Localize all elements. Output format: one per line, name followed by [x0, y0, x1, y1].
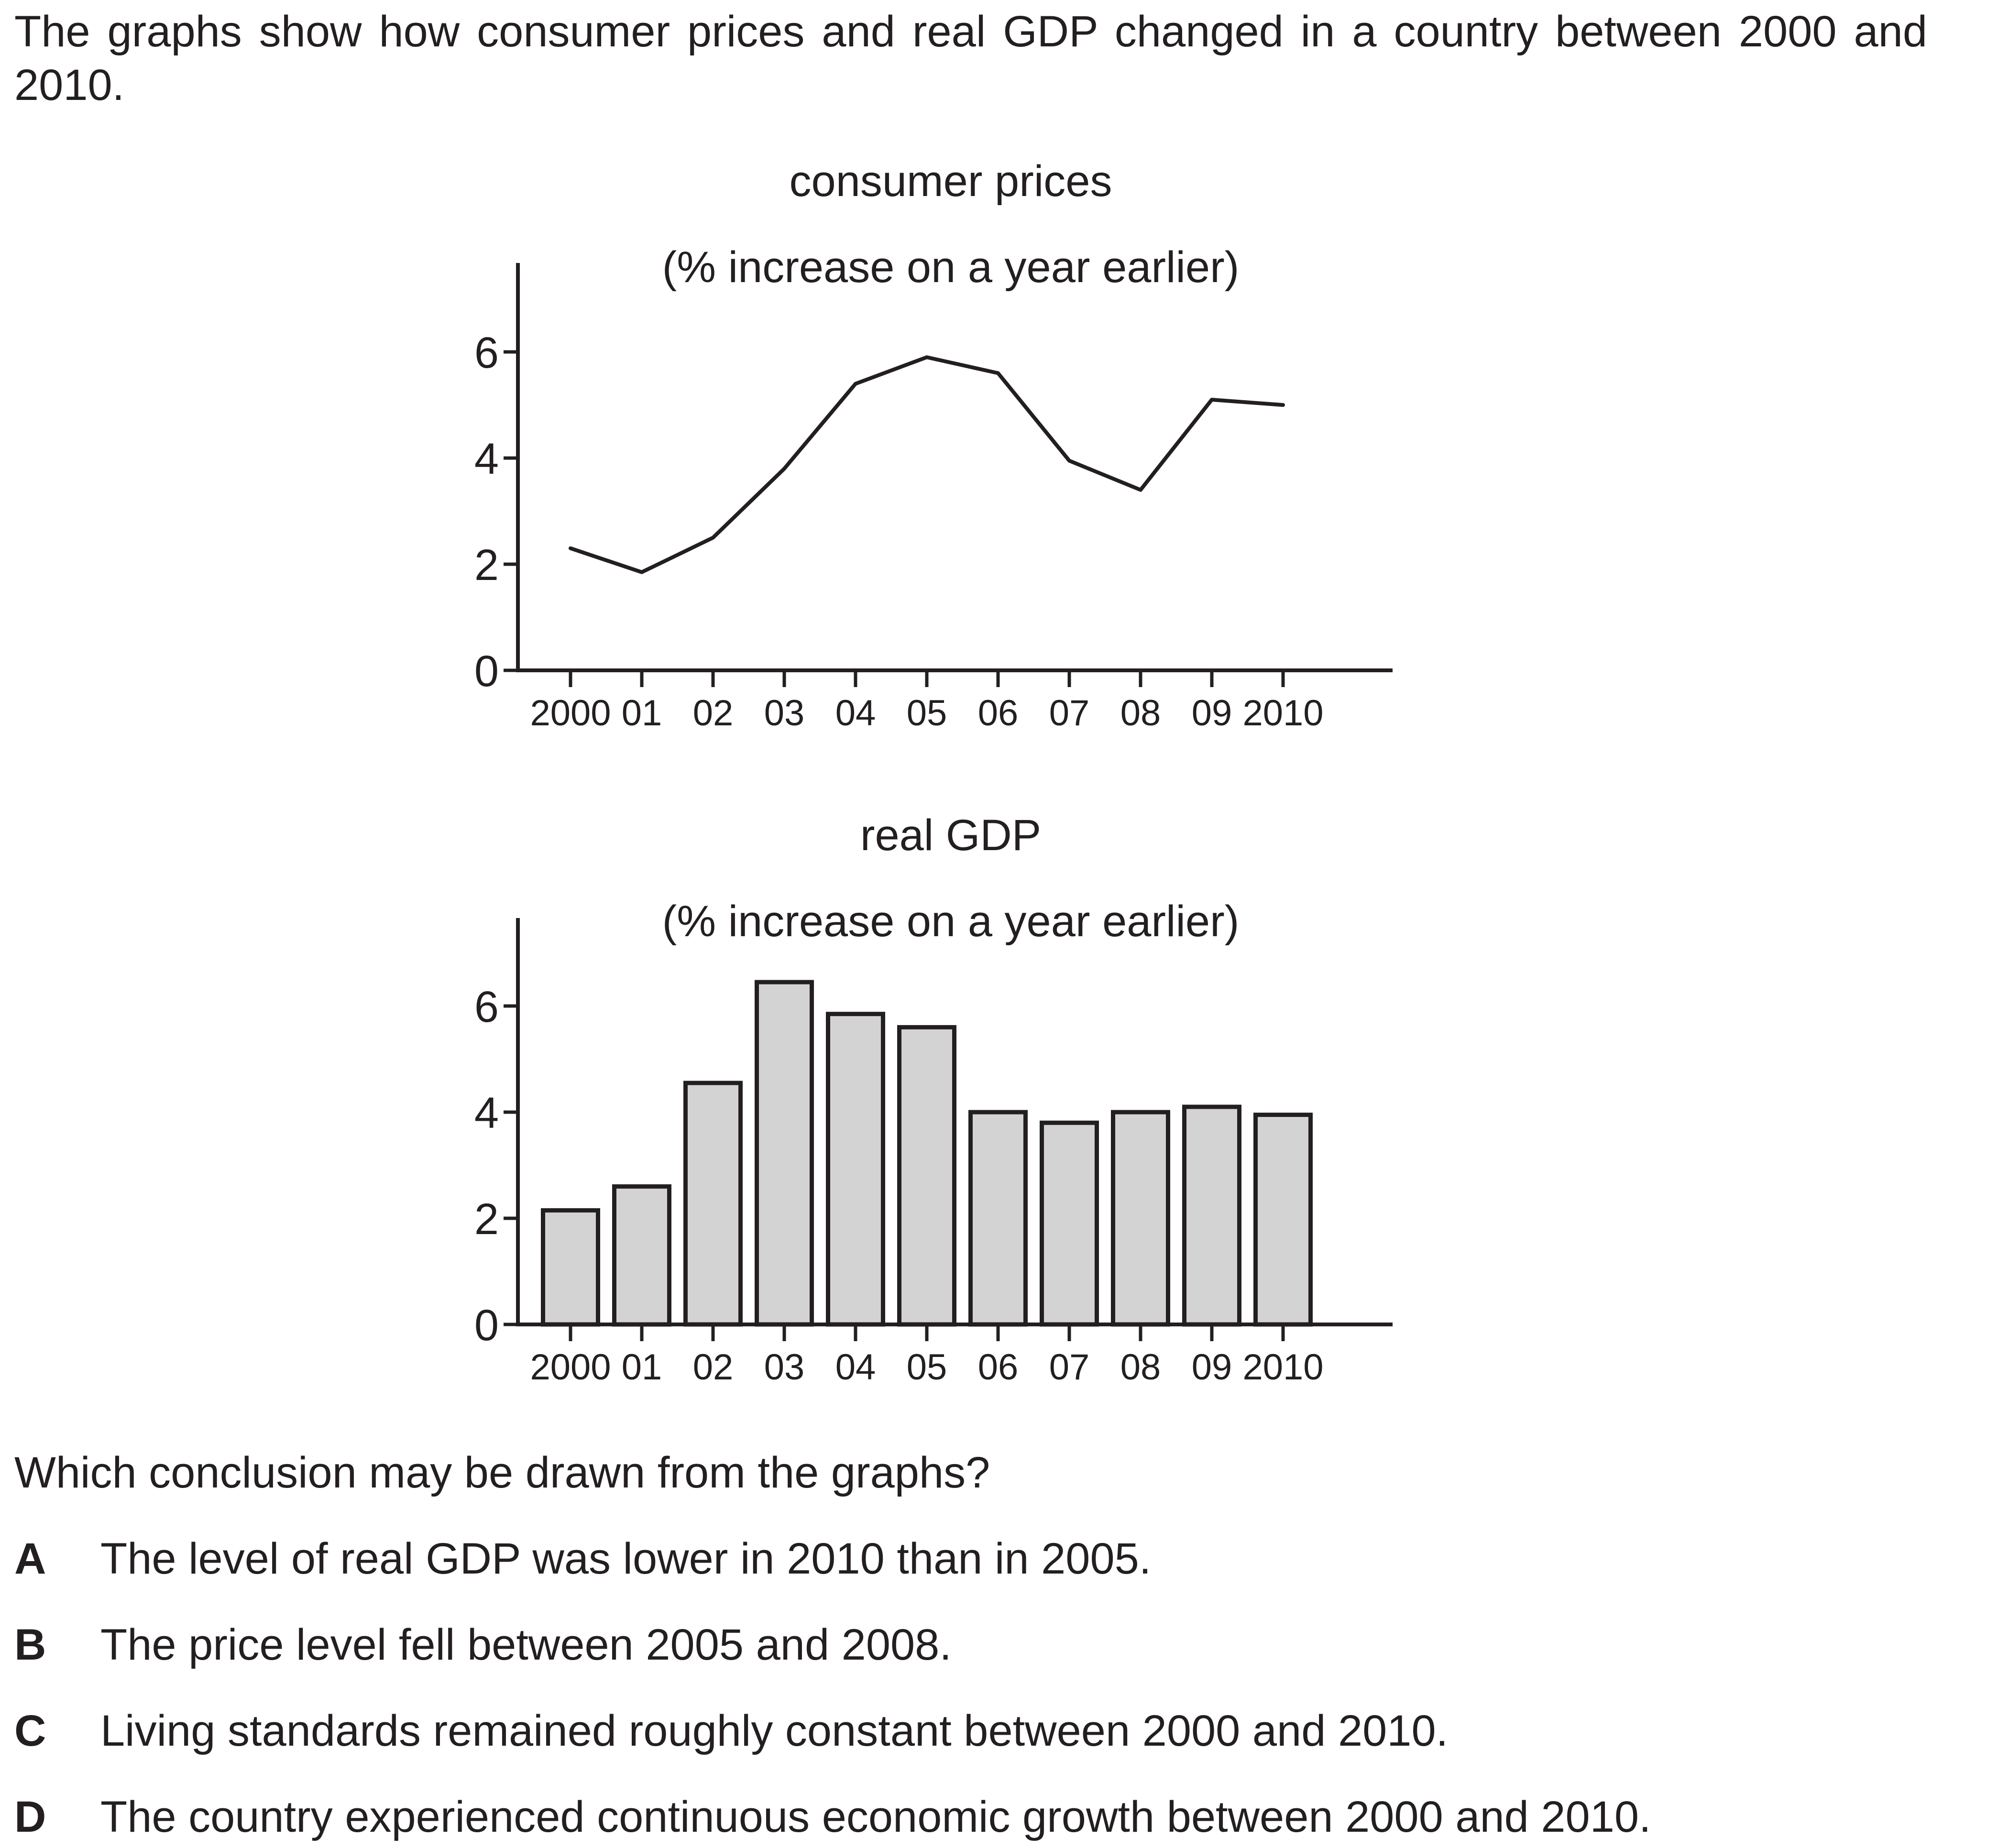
- gdp-chart-subtitle: (% increase on a year earlier): [662, 897, 1240, 946]
- cpi-x-tick-label-01: 01: [622, 693, 662, 733]
- option-b-letter: B: [14, 1620, 46, 1669]
- option-b-text: The price level fell between 2005 and 20…: [100, 1620, 952, 1669]
- cpi-x-tick-label-02: 02: [693, 693, 734, 733]
- gdp-x-tick-label-2010: 2010: [1242, 1347, 1323, 1388]
- gdp-bar-2010: [1253, 1113, 1313, 1327]
- cpi-x-tick-label-03: 03: [764, 693, 805, 733]
- cpi-y-tick-label-4: 4: [474, 435, 499, 483]
- option-a-letter: A: [14, 1534, 46, 1583]
- gdp-bar-09: [1182, 1104, 1241, 1327]
- gdp-x-tick-label-06: 06: [978, 1347, 1019, 1388]
- option-a-text: The level of real GDP was lower in 2010 …: [100, 1534, 1152, 1583]
- real-gdp-chart: real GDP(% increase on a year earlier)02…: [474, 811, 1393, 1388]
- gdp-bar-08: [1111, 1110, 1170, 1327]
- gdp-x-tick-label-02: 02: [693, 1347, 734, 1388]
- gdp-bar-2000: [541, 1208, 600, 1327]
- gdp-bar-07: [1040, 1120, 1099, 1327]
- cpi-y-tick-label-6: 6: [474, 328, 499, 377]
- option-d-letter: D: [14, 1793, 46, 1841]
- cpi-x-tick-label-07: 07: [1049, 693, 1090, 733]
- gdp-bar-06: [968, 1110, 1028, 1327]
- gdp-y-tick-label-2: 2: [474, 1195, 499, 1244]
- option-c-letter: C: [14, 1706, 46, 1755]
- cpi-x-tick-label-05: 05: [907, 693, 947, 733]
- question-text: Which conclusion may be drawn from the g…: [14, 1448, 990, 1497]
- gdp-y-tick-label-6: 6: [474, 983, 499, 1031]
- gdp-x-tick-label-08: 08: [1120, 1347, 1161, 1388]
- cpi-x-tick-label-06: 06: [978, 693, 1019, 733]
- cpi-x-tick-label-2000: 2000: [530, 693, 611, 733]
- cpi-x-tick-label-09: 09: [1192, 693, 1232, 733]
- cpi-x-tick-label-08: 08: [1120, 693, 1161, 733]
- gdp-y-tick-label-0: 0: [474, 1301, 499, 1350]
- intro-text: The graphs show how consumer prices and …: [14, 7, 1927, 109]
- gdp-y-tick-label-4: 4: [474, 1089, 499, 1137]
- gdp-x-tick-label-05: 05: [907, 1347, 947, 1388]
- gdp-x-tick-label-04: 04: [835, 1347, 876, 1388]
- gdp-x-tick-label-01: 01: [622, 1347, 662, 1388]
- option-c-text: Living standards remained roughly consta…: [100, 1706, 1449, 1755]
- gdp-chart-title: real GDP: [860, 811, 1041, 860]
- gdp-x-tick-label-07: 07: [1049, 1347, 1090, 1388]
- cpi-chart-subtitle: (% increase on a year earlier): [662, 243, 1240, 292]
- gdp-bar-03: [755, 980, 814, 1327]
- cpi-y-tick-label-0: 0: [474, 647, 499, 696]
- gdp-x-tick-label-09: 09: [1192, 1347, 1232, 1388]
- gdp-bar-01: [612, 1184, 671, 1327]
- gdp-bar-02: [683, 1081, 743, 1327]
- cpi-chart-title: consumer prices: [790, 157, 1112, 206]
- gdp-bar-05: [897, 1025, 956, 1327]
- cpi-y-tick-label-2: 2: [474, 541, 499, 590]
- cpi-x-tick-label-04: 04: [835, 693, 876, 733]
- cpi-x-tick-label-2010: 2010: [1242, 693, 1323, 733]
- option-d-text: The country experienced continuous econo…: [100, 1793, 1651, 1841]
- consumer-prices-chart: consumer prices (% increase on a year ear…: [474, 157, 1393, 733]
- cpi-series-line: [569, 355, 1285, 574]
- gdp-x-tick-label-03: 03: [764, 1347, 805, 1388]
- gdp-bar-04: [826, 1012, 885, 1327]
- gdp-x-tick-label-2000: 2000: [530, 1347, 611, 1388]
